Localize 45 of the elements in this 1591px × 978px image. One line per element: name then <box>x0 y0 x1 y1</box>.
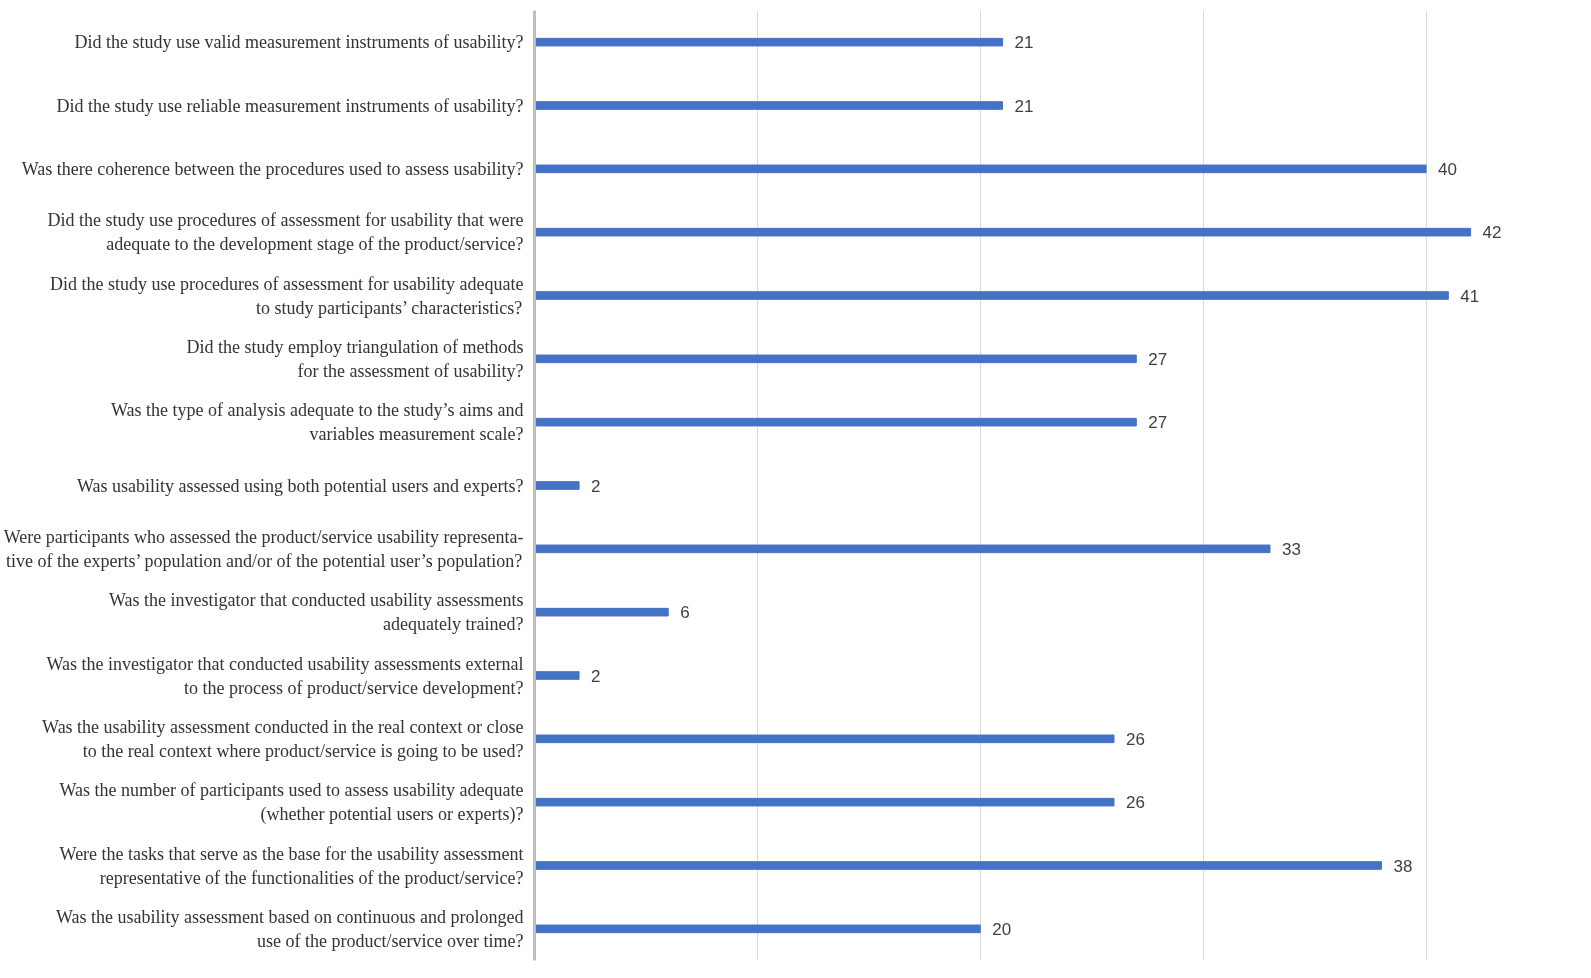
bar <box>534 671 580 680</box>
data-label: 41 <box>1460 286 1480 306</box>
y-tick-label: Did the study use procedures of assessment for usability adequate to study participants’ characteristics? <box>50 273 524 318</box>
y-tick-label: Was the number of participants used to assess usability adequate (whether potential users or experts)? <box>59 780 524 826</box>
data-label: 33 <box>1282 539 1301 559</box>
y-tick-label: Were participants who assessed the product/service usability representa- tive of the experts’ population and/or of the potential user’s population? <box>3 526 524 571</box>
bar <box>534 924 981 934</box>
bar <box>534 861 1382 870</box>
y-tick-label: Were the tasks that serve as the base for the usability assessment representative of the functionalities of the product/service? <box>59 843 524 888</box>
data-label: 6 <box>680 603 690 623</box>
data-label: 21 <box>1014 33 1034 53</box>
data-label: 40 <box>1438 159 1457 179</box>
bar <box>534 37 1004 47</box>
bar <box>534 797 1115 807</box>
data-label: 21 <box>1014 96 1034 116</box>
bar <box>534 734 1115 744</box>
bar <box>534 481 580 490</box>
y-tick-label: Was usability assessed using both potential users and experts? <box>77 475 524 496</box>
y-tick-label: Was the usability assessment conducted in the real context or close to the real context where product/service is going to be used? <box>42 716 524 761</box>
data-label: 2 <box>591 476 601 496</box>
y-tick-label: Was the investigator that conducted usability assessments external to the process of product/service development? <box>46 653 524 698</box>
bar <box>534 291 1449 300</box>
y-tick-label: Was the investigator that conducted usability assessments adequately trained? <box>109 590 524 635</box>
data-label: 42 <box>1482 223 1502 243</box>
y-tick-label: Did the study employ triangulation of methods for the assessment of usability? <box>186 336 524 381</box>
y-tick-label: Did the study use procedures of assessment for usability that were adequate to the development stage of the product/service? <box>47 210 524 255</box>
bar <box>534 354 1137 364</box>
data-label: 26 <box>1126 793 1145 813</box>
data-label: 20 <box>992 919 1012 939</box>
bar <box>534 101 1004 110</box>
bar <box>534 227 1472 237</box>
data-label: 2 <box>591 666 601 686</box>
y-tick-label: Did the study use valid measurement instruments of usability? <box>74 32 524 53</box>
data-label: 27 <box>1148 413 1168 433</box>
bar <box>534 544 1271 554</box>
y-tick-label: Was there coherence between the procedures used to assess usability? <box>21 158 524 179</box>
y-tick-label: Was the type of analysis adequate to the study’s aims and variables measurement scale? <box>111 400 524 445</box>
data-label: 38 <box>1393 856 1413 876</box>
data-label: 27 <box>1148 349 1168 369</box>
data-label: 26 <box>1126 729 1145 749</box>
bar <box>534 417 1137 427</box>
y-tick-label: Did the study use reliable measurement instruments of usability? <box>56 95 524 116</box>
bar <box>534 164 1427 174</box>
y-tick-label: Was the usability assessment based on continuous and prolonged use of the product/service over time? <box>56 906 524 951</box>
bar <box>534 607 669 617</box>
